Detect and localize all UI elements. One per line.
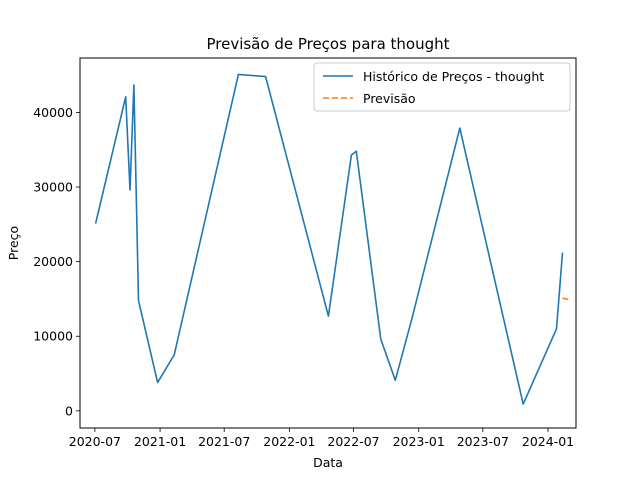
x-tick-label: 2021-01 <box>134 434 186 449</box>
x-tick-label: 2022-01 <box>263 434 315 449</box>
x-tick-label: 2020-07 <box>69 434 121 449</box>
x-axis: 2020-07 2021-01 2021-07 2022-01 2022-07 2023-… <box>69 428 574 449</box>
y-tick-label: 10000 <box>33 329 73 344</box>
x-tick-label: 2023-01 <box>393 434 445 449</box>
legend-box <box>313 62 571 112</box>
y-tick-label: 20000 <box>33 254 73 269</box>
y-tick-label: 0 <box>65 403 73 418</box>
plot-series <box>94 73 570 405</box>
chart-title: Previsão de Preços para thought <box>206 35 449 53</box>
legend: Histórico de Preços - thought Previsão <box>313 62 571 112</box>
legend-label-history: Histórico de Preços - thought <box>363 69 544 84</box>
legend-label-forecast: Previsão <box>363 91 416 106</box>
x-tick-label: 2024-01 <box>522 434 574 449</box>
x-axis-label: Data <box>313 455 343 470</box>
x-tick-label: 2021-07 <box>198 434 250 449</box>
y-tick-label: 40000 <box>33 105 73 120</box>
plot-frame <box>79 57 577 429</box>
y-axis: 0 10000 20000 30000 40000 <box>33 105 80 418</box>
y-tick-label: 30000 <box>33 180 73 195</box>
x-tick-label: 2022-07 <box>327 434 379 449</box>
forecast-line <box>562 297 570 301</box>
history-line <box>94 73 564 405</box>
y-axis-label: Preço <box>6 226 21 260</box>
x-tick-label: 2023-07 <box>457 434 509 449</box>
